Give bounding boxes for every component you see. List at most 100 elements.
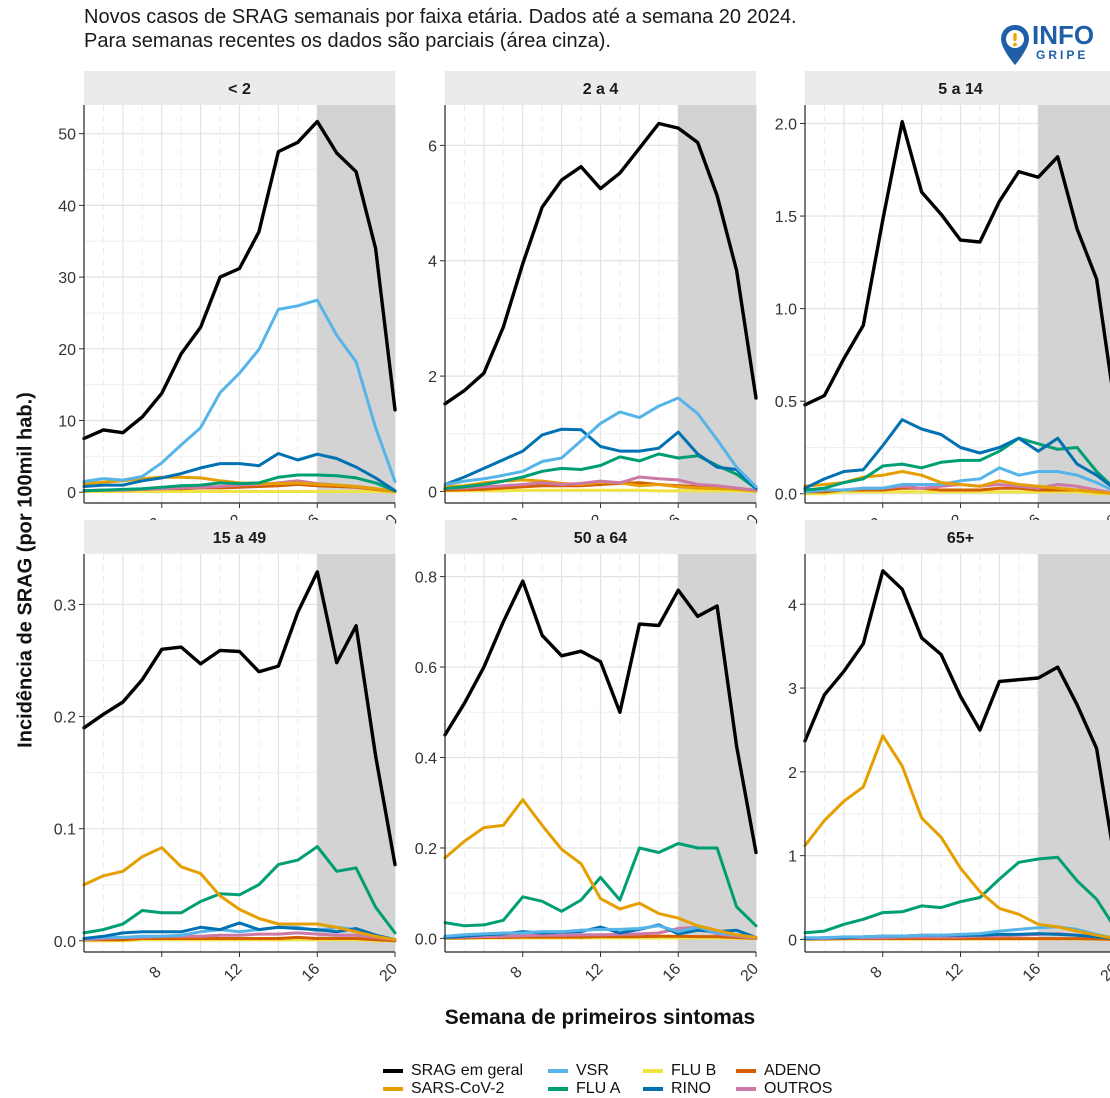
panel-strip bbox=[445, 520, 756, 554]
panel-strip bbox=[84, 71, 395, 105]
panel-strip bbox=[84, 520, 395, 554]
partial-data-region bbox=[1038, 105, 1110, 503]
series-line-srag-em-geral bbox=[803, 119, 1110, 407]
panel-title: 5 a 14 bbox=[938, 81, 983, 98]
y-tick-label: 40 bbox=[58, 198, 76, 215]
series-line-srag-em-geral bbox=[82, 119, 397, 441]
y-tick-label: 0.8 bbox=[415, 570, 437, 587]
x-axis-label: Semana de primeiros sintomas bbox=[444, 1006, 756, 1029]
legend-item: VSR bbox=[548, 1062, 609, 1080]
series-line-flu-a bbox=[82, 845, 397, 935]
chart-legend: SRAG em geral SARS-CoV-2 VSR FLU A FLU B RINO… bbox=[383, 1062, 843, 1098]
legend-swatch bbox=[548, 1069, 568, 1073]
y-tick-label: 6 bbox=[428, 138, 437, 155]
y-tick-label: 0.4 bbox=[415, 751, 437, 768]
panel-title: 65+ bbox=[947, 530, 974, 547]
series-line-rino bbox=[82, 921, 397, 942]
series-line-flu-a bbox=[803, 855, 1110, 935]
y-tick-label: 0.0 bbox=[415, 931, 437, 948]
panel-strip bbox=[805, 71, 1110, 105]
x-tick-label: 16 bbox=[299, 960, 324, 985]
legend-label: RINO bbox=[671, 1080, 711, 1097]
legend-item: FLU B bbox=[643, 1062, 716, 1080]
legend-swatch bbox=[643, 1069, 663, 1073]
legend-swatch bbox=[643, 1087, 663, 1091]
series-line-rino bbox=[803, 418, 1110, 490]
series-line-vsr bbox=[443, 924, 758, 939]
x-tick-label: 12 bbox=[582, 960, 607, 985]
y-tick-label: 1.5 bbox=[775, 209, 797, 226]
legend-item: RINO bbox=[643, 1080, 711, 1098]
legend-label: FLU B bbox=[671, 1062, 717, 1079]
y-tick-label: 0.1 bbox=[54, 822, 76, 839]
panel-title: < 2 bbox=[228, 81, 251, 98]
series-line-vsr bbox=[443, 396, 758, 489]
y-tick-label: 0.0 bbox=[54, 934, 76, 951]
y-tick-label: 50 bbox=[58, 127, 76, 144]
panel-4: 50 a 64 0.0 0.2 0.4 0.6 0.8 8 12 16 20 bbox=[415, 520, 762, 985]
panel-title: 50 a 64 bbox=[574, 530, 627, 547]
series-line-sars-cov-2 bbox=[82, 846, 397, 942]
series-line-sars-cov-2 bbox=[443, 798, 758, 939]
y-tick-label: 2 bbox=[788, 765, 797, 782]
legend-label: SARS-CoV-2 bbox=[411, 1080, 505, 1097]
y-tick-label: 3 bbox=[788, 681, 797, 698]
y-tick-label: 0.2 bbox=[415, 841, 437, 858]
series-line-vsr bbox=[803, 466, 1110, 494]
legend-item: OUTROS bbox=[736, 1080, 832, 1098]
series-line-srag-em-geral bbox=[443, 579, 758, 855]
info-pin-icon bbox=[1001, 25, 1029, 65]
y-tick-label: 0 bbox=[788, 932, 797, 949]
partial-data-region bbox=[678, 554, 756, 952]
series-line-vsr bbox=[82, 298, 397, 483]
partial-data-region bbox=[317, 554, 395, 952]
legend-item: SRAG em geral bbox=[383, 1062, 523, 1080]
legend-swatch bbox=[736, 1069, 756, 1073]
series-line-srag-em-geral bbox=[443, 121, 758, 406]
panel-0: < 2010203040508121620 bbox=[58, 71, 401, 536]
y-tick-label: 0.2 bbox=[54, 710, 76, 727]
y-tick-label: 1.0 bbox=[775, 302, 797, 319]
logo-text-gripe: GRIPE bbox=[1036, 48, 1089, 62]
logo-text-info: INFO bbox=[1032, 20, 1095, 50]
legend-item: ADENO bbox=[736, 1062, 821, 1080]
series-line-flu-a bbox=[443, 842, 758, 928]
y-tick-label: 0.0 bbox=[775, 487, 797, 504]
series-line-flu-b bbox=[82, 490, 397, 494]
x-tick-label: 20 bbox=[377, 960, 402, 985]
infogripe-logo: INFO GRIPE bbox=[996, 22, 1108, 70]
y-tick-label: 0 bbox=[428, 484, 437, 501]
x-tick-label: 12 bbox=[942, 960, 967, 985]
legend-swatch bbox=[548, 1087, 568, 1091]
y-tick-label: 1 bbox=[788, 849, 797, 866]
series-line-outros bbox=[443, 475, 758, 492]
series-line-rino bbox=[82, 452, 397, 493]
y-tick-label: 2 bbox=[428, 369, 437, 386]
y-axis-label: Incidência de SRAG (por 100mil hab.) bbox=[14, 392, 37, 748]
x-tick-label: 20 bbox=[738, 960, 763, 985]
legend-item: SARS-CoV-2 bbox=[383, 1080, 504, 1098]
y-tick-label: 0.6 bbox=[415, 660, 437, 677]
panel-title: 15 a 49 bbox=[213, 530, 266, 547]
y-tick-label: 4 bbox=[428, 254, 437, 271]
panel-3: 15 a 49 0.0 0.1 0.2 0.3 8 12 16 20 bbox=[54, 520, 401, 985]
series-line-sars-cov-2 bbox=[803, 734, 1110, 940]
x-tick-label: 20 bbox=[1098, 960, 1110, 985]
series-line-srag-em-geral bbox=[82, 570, 397, 867]
legend-label: ADENO bbox=[764, 1062, 821, 1079]
y-tick-label: 2.0 bbox=[775, 117, 797, 134]
legend-label: VSR bbox=[576, 1062, 609, 1079]
chart-title-line-1: Novos casos de SRAG semanais por faixa e… bbox=[84, 6, 797, 28]
legend-label: FLU A bbox=[576, 1080, 621, 1097]
x-tick-label: 16 bbox=[660, 960, 685, 985]
legend-swatch bbox=[736, 1087, 756, 1091]
y-tick-label: 0.3 bbox=[54, 597, 76, 614]
faceted-line-chart: < 20102030405081216202 a 4024681216205 a… bbox=[54, 71, 1110, 985]
x-tick-label: 8 bbox=[507, 964, 525, 982]
partial-data-region bbox=[1038, 554, 1110, 952]
y-tick-label: 10 bbox=[58, 414, 76, 431]
panel-title: 2 a 4 bbox=[583, 81, 619, 98]
series-line-flu-b bbox=[443, 488, 758, 493]
legend-item: FLU A bbox=[548, 1080, 620, 1098]
